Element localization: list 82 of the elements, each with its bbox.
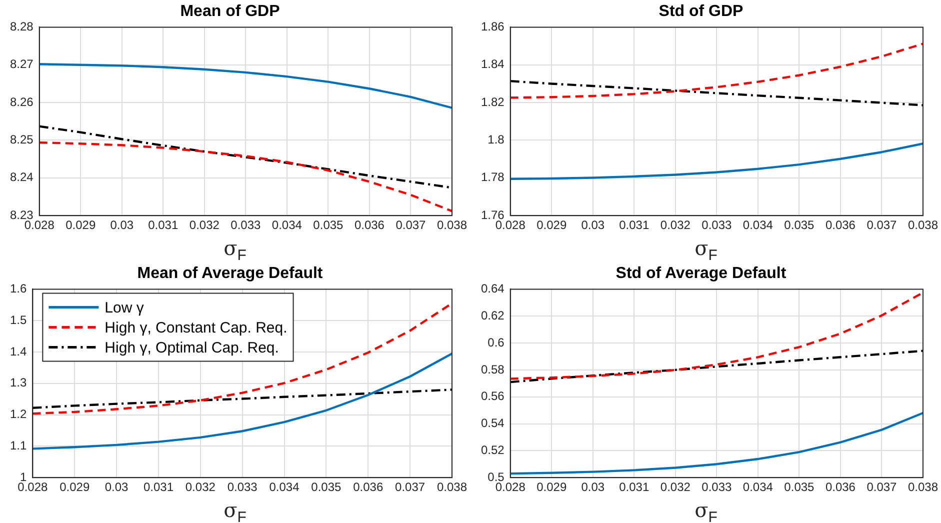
y-tick-label: 1.6 <box>10 282 27 296</box>
y-tick-label: 1.84 <box>480 57 505 72</box>
y-tick-label: 8.27 <box>10 57 34 72</box>
x-tick-label: 0.034 <box>742 480 774 494</box>
x-tick-label: 0.032 <box>660 218 691 232</box>
x-tick-label: 0.035 <box>313 218 344 232</box>
y-tick-label: 0.52 <box>480 443 505 457</box>
x-tick-label: 0.032 <box>660 480 691 494</box>
x-tick-label: 0.03 <box>104 480 129 494</box>
x-tick-label: 0.032 <box>189 218 220 232</box>
y-tick-label: 0.58 <box>480 362 505 376</box>
y-tick-label: 1.5 <box>10 312 27 327</box>
x-tick-label: 0.033 <box>702 218 732 232</box>
chart-title: Std of Average Default <box>616 265 787 282</box>
y-tick-label: 8.26 <box>10 94 34 109</box>
x-tick-label: 0.031 <box>619 480 650 494</box>
x-tick-label: 0.03 <box>581 480 605 494</box>
line-series <box>510 291 923 380</box>
x-tick-label: 0.035 <box>784 480 815 494</box>
y-tick-label: 0.56 <box>480 389 505 404</box>
x-tick-label: 0.036 <box>354 218 385 232</box>
y-tick-label: 1.3 <box>10 376 27 390</box>
y-tick-label: 8.25 <box>10 132 34 147</box>
x-tick-label: 0.031 <box>148 218 178 232</box>
y-tick-label: 0.6 <box>488 335 505 350</box>
x-tick-label: 0.029 <box>536 480 567 494</box>
line-series <box>39 125 452 189</box>
x-tick-label: 0.038 <box>908 218 938 232</box>
x-tick-label: 0.036 <box>825 218 856 232</box>
x-tick-label: 0.029 <box>536 218 567 232</box>
x-tick-label: 0.034 <box>272 218 302 232</box>
y-tick-label: 8.28 <box>10 20 34 34</box>
line-series <box>510 42 923 99</box>
y-tick-label: 1.86 <box>480 20 505 34</box>
x-tick-label: 0.029 <box>60 480 90 494</box>
x-tick-label: 0.031 <box>143 480 174 494</box>
x-tick-label: 0.03 <box>581 218 605 232</box>
x-tick-label: 0.033 <box>227 480 258 494</box>
x-tick-label: 0.036 <box>353 480 384 494</box>
y-tick-label: 1.1 <box>10 438 27 453</box>
chart-title: Std of GDP <box>658 3 744 20</box>
y-tick-label: 0.62 <box>480 308 505 322</box>
y-tick-label: 0.54 <box>480 416 505 430</box>
x-tick-label: 0.035 <box>311 480 342 494</box>
y-tick-label: 1.4 <box>10 344 27 358</box>
x-tick-label: 0.038 <box>908 480 938 494</box>
x-tick-label: 0.037 <box>395 480 426 494</box>
line-series <box>39 141 452 212</box>
line-series <box>510 350 923 384</box>
line-series <box>32 388 452 409</box>
y-tick-label: 0.64 <box>480 282 505 296</box>
x-tick-label: 0.038 <box>436 218 468 232</box>
chart-title: Mean of GDP <box>180 3 280 20</box>
x-tick-label: 0.033 <box>230 218 262 232</box>
y-tick-label: 1.82 <box>480 94 505 109</box>
x-tick-label: 0.033 <box>702 480 732 494</box>
x-tick-label: 0.034 <box>742 218 774 232</box>
x-axis-title: σ$_{F}$ <box>694 498 718 523</box>
x-tick-label: 0.032 <box>185 480 216 494</box>
x-tick-label: 0.035 <box>784 218 815 232</box>
legend-label: High γ, Constant Cap. Req. <box>104 319 288 336</box>
x-tick-label: 0.037 <box>866 218 898 232</box>
legend-label: High γ, Optimal Cap. Req. <box>104 339 279 356</box>
x-tick-label: 0.031 <box>619 218 650 232</box>
legend-label: Low γ <box>104 299 144 316</box>
line-series <box>32 302 452 415</box>
x-tick-label: 0.036 <box>825 480 856 494</box>
y-tick-label: 1.8 <box>488 132 505 147</box>
x-tick-label: 0.037 <box>396 218 426 232</box>
x-axis-title: σ$_{F}$ <box>222 498 248 523</box>
x-tick-label: 0.029 <box>66 218 96 232</box>
x-tick-label: 0.034 <box>269 480 300 494</box>
x-axis-title: σ$_{F}$ <box>222 236 248 264</box>
y-tick-label: 1.78 <box>480 170 505 184</box>
y-tick-label: 8.24 <box>10 170 34 184</box>
x-tick-label: 0.037 <box>866 480 898 494</box>
y-tick-label: 1.2 <box>10 407 27 422</box>
x-tick-label: 0.03 <box>110 218 134 232</box>
x-tick-label: 0.038 <box>436 480 468 494</box>
x-axis-title: σ$_{F}$ <box>694 236 718 264</box>
line-series <box>510 80 923 106</box>
chart-title: Mean of Average Default <box>137 265 324 282</box>
